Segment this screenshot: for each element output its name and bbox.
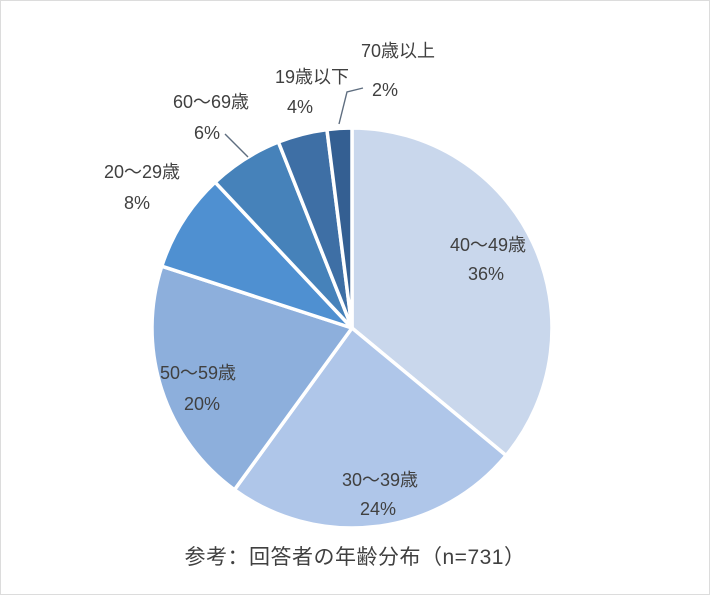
slice-label-1: 30〜39歳 (342, 470, 418, 490)
slice-value-0: 36% (468, 264, 504, 284)
slice-value-5: 4% (287, 97, 313, 117)
leader-line-4 (224, 133, 249, 158)
slice-label-0: 40〜49歳 (450, 235, 526, 255)
chart-title: 参考：回答者の年齢分布（n=731） (184, 546, 526, 569)
slice-label-5: 19歳以下 (275, 67, 349, 87)
pie-slice-1 (232, 326, 508, 530)
pie-chart: 40〜49歳 36% 30〜39歳 24% 50〜59歳 20% 20〜29歳 8% 60〜69… (104, 41, 554, 530)
pie-slice-0 (350, 126, 554, 458)
slice-label-4: 60〜69歳 (173, 92, 249, 112)
pie-slice-6 (325, 126, 354, 330)
slice-value-2: 20% (184, 394, 220, 414)
slice-value-1: 24% (360, 499, 396, 519)
slice-value-6: 2% (372, 80, 398, 100)
pie-slice-2 (150, 264, 354, 492)
slice-label-6: 70歳以上 (361, 41, 435, 61)
leader-line-6 (338, 87, 364, 125)
slice-label-2: 50〜59歳 (160, 363, 236, 383)
pie-slice-3 (160, 180, 354, 330)
slice-value-3: 8% (124, 193, 150, 213)
slice-value-4: 6% (194, 123, 220, 143)
slice-label-3: 20〜29歳 (104, 162, 180, 182)
